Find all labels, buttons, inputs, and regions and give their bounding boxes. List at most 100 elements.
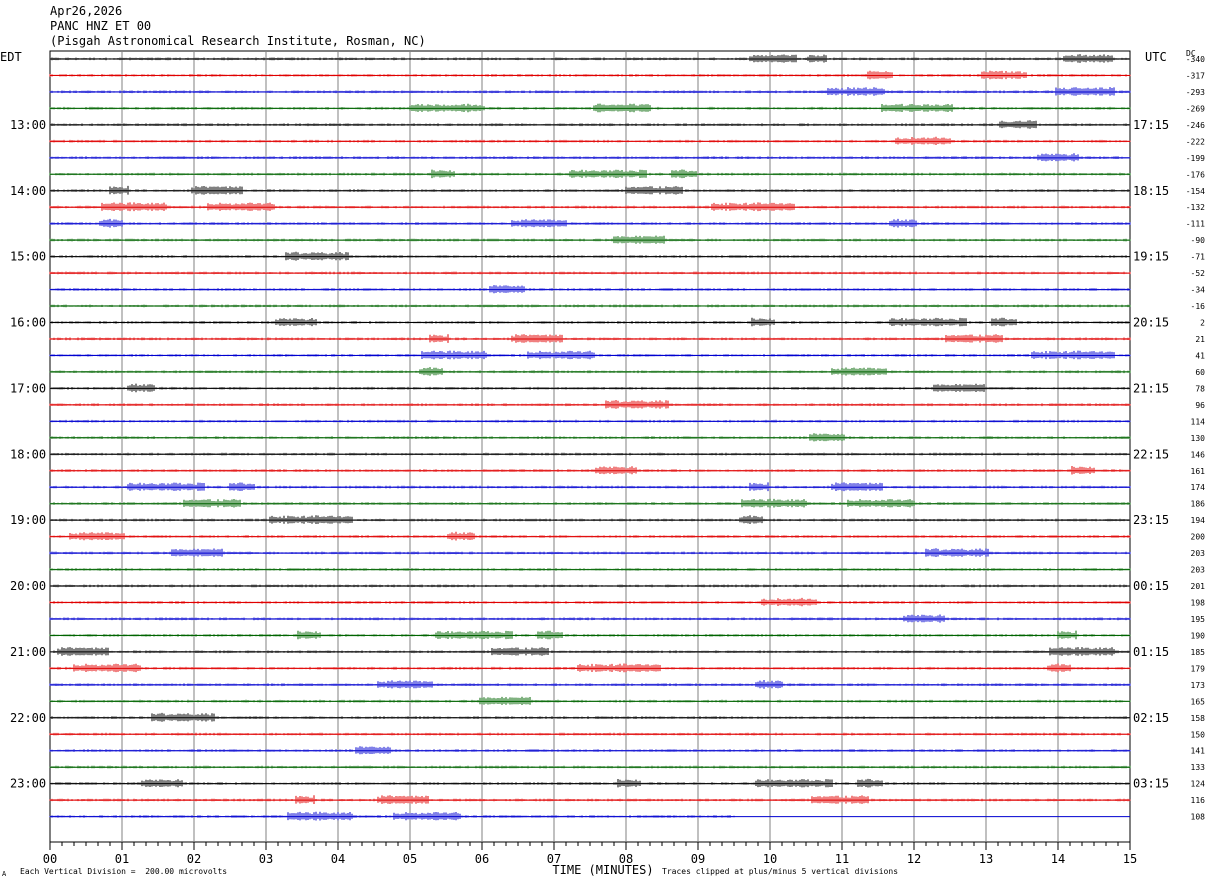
dc-offset-label: -222 <box>1186 137 1205 146</box>
seismic-trace <box>49 811 735 821</box>
seismic-trace <box>49 54 1131 63</box>
seismic-trace <box>49 696 1131 705</box>
dc-offset-label: 41 <box>1195 351 1205 360</box>
seismic-trace <box>49 466 1131 475</box>
corner-mark: A <box>2 870 7 878</box>
dc-label: DC <box>1186 49 1196 58</box>
dc-offset-label: 203 <box>1191 566 1206 575</box>
x-tick-label: 14 <box>1051 852 1065 866</box>
dc-offset-label: 146 <box>1191 450 1206 459</box>
seismic-trace <box>49 531 1131 541</box>
dc-offset-label: 108 <box>1191 813 1206 822</box>
plot-date: Apr26,2026 <box>50 4 123 18</box>
seismic-trace <box>49 582 1131 589</box>
utc-hour-label: 21:15 <box>1133 381 1169 395</box>
seismic-trace <box>49 136 1131 145</box>
edt-hour-label: 16:00 <box>10 316 46 330</box>
dc-offset-label: 194 <box>1191 516 1206 525</box>
edt-hour-label: 14:00 <box>10 184 46 198</box>
seismic-trace <box>49 202 1131 212</box>
x-tick-label: 00 <box>43 852 57 866</box>
dc-offset-label: 150 <box>1191 730 1206 739</box>
edt-hour-label: 13:00 <box>10 118 46 132</box>
dc-offset-label: 190 <box>1191 631 1206 640</box>
dc-offset-label: -317 <box>1186 71 1205 80</box>
dc-offset-label: 195 <box>1191 615 1206 624</box>
seismic-trace <box>49 568 1131 571</box>
dc-offset-label: 78 <box>1195 384 1205 393</box>
x-tick-label: 05 <box>403 852 417 866</box>
dc-offset-label: 124 <box>1191 780 1206 789</box>
dc-offset-label: -90 <box>1191 236 1206 245</box>
x-tick-label: 13 <box>979 852 993 866</box>
dc-offset-label: 186 <box>1191 500 1206 509</box>
dc-offset-label: 185 <box>1191 648 1206 657</box>
dc-offset-label: -340 <box>1186 55 1205 64</box>
seismic-trace <box>49 765 1131 769</box>
utc-hour-label: 22:15 <box>1133 447 1169 461</box>
dc-offset-label: 198 <box>1191 599 1206 608</box>
utc-hour-label: 17:15 <box>1133 118 1169 132</box>
seismic-trace <box>49 732 1131 736</box>
dc-offset-label: -52 <box>1191 269 1206 278</box>
dc-offset-label: -293 <box>1186 88 1205 97</box>
dc-offset-label: 200 <box>1191 533 1206 542</box>
dc-offset-label: -71 <box>1191 253 1206 262</box>
dc-offset-label: 173 <box>1191 681 1206 690</box>
utc-hour-label: 20:15 <box>1133 316 1169 330</box>
dc-offset-label: 133 <box>1191 763 1206 772</box>
institution-name: (Pisgah Astronomical Research Institute,… <box>50 34 426 48</box>
utc-hour-label: 02:15 <box>1133 711 1169 725</box>
dc-offset-label: 203 <box>1191 549 1206 558</box>
dc-offset-label: -111 <box>1186 220 1205 229</box>
plot-frame <box>49 50 1131 843</box>
x-tick-label: 09 <box>691 852 705 866</box>
seismic-trace <box>49 515 1131 524</box>
edt-axis-label: EDT <box>0 50 22 64</box>
seismic-trace <box>49 597 1131 607</box>
seismic-trace <box>49 400 1131 409</box>
dc-offset-label: 96 <box>1195 401 1205 410</box>
x-axis-label: TIME (MINUTES) <box>552 863 653 877</box>
dc-offset-label: -199 <box>1186 154 1205 163</box>
seismic-trace <box>49 334 1131 343</box>
seismic-trace <box>49 169 1131 179</box>
seismic-trace <box>49 433 1131 442</box>
dc-offset-label: 174 <box>1191 483 1206 492</box>
edt-hour-label: 22:00 <box>10 711 46 725</box>
scale-note: Each Vertical Division = 200.00 microvol… <box>20 867 228 876</box>
seismic-trace <box>49 647 1131 656</box>
dc-offset-label: 201 <box>1191 582 1206 591</box>
utc-hour-label: 19:15 <box>1133 250 1169 264</box>
dc-offset-label: 179 <box>1191 664 1206 673</box>
edt-hour-label: 23:00 <box>10 777 46 791</box>
seismic-trace <box>49 103 1131 113</box>
seismic-trace <box>49 419 1131 423</box>
utc-hour-label: 00:15 <box>1133 579 1169 593</box>
utc-hour-label: 18:15 <box>1133 184 1169 198</box>
x-tick-label: 04 <box>331 852 345 866</box>
seismic-trace <box>49 218 1131 228</box>
edt-hour-label: 18:00 <box>10 447 46 461</box>
seismic-trace <box>49 680 1131 689</box>
seismic-trace <box>49 795 1131 804</box>
dc-offset-label: 116 <box>1191 796 1206 805</box>
x-tick-label: 07 <box>547 852 561 866</box>
edt-hour-label: 20:00 <box>10 579 46 593</box>
seismic-trace <box>49 317 1131 327</box>
utc-hour-label: 23:15 <box>1133 513 1169 527</box>
x-tick-label: 10 <box>763 852 777 866</box>
x-tick-label: 06 <box>475 852 489 866</box>
x-tick-label: 15 <box>1123 852 1137 866</box>
seismic-trace <box>49 548 1131 557</box>
seismic-trace <box>49 663 1131 673</box>
seismic-trace <box>49 367 1131 376</box>
seismic-trace <box>49 153 1131 162</box>
seismic-trace <box>49 482 1131 492</box>
x-tick-label: 08 <box>619 852 633 866</box>
seismic-trace <box>49 630 1131 640</box>
seismic-trace <box>49 383 1131 393</box>
dc-offset-label: -132 <box>1186 203 1205 212</box>
dc-offset-label: 60 <box>1195 368 1205 377</box>
seismic-trace <box>49 70 1131 80</box>
